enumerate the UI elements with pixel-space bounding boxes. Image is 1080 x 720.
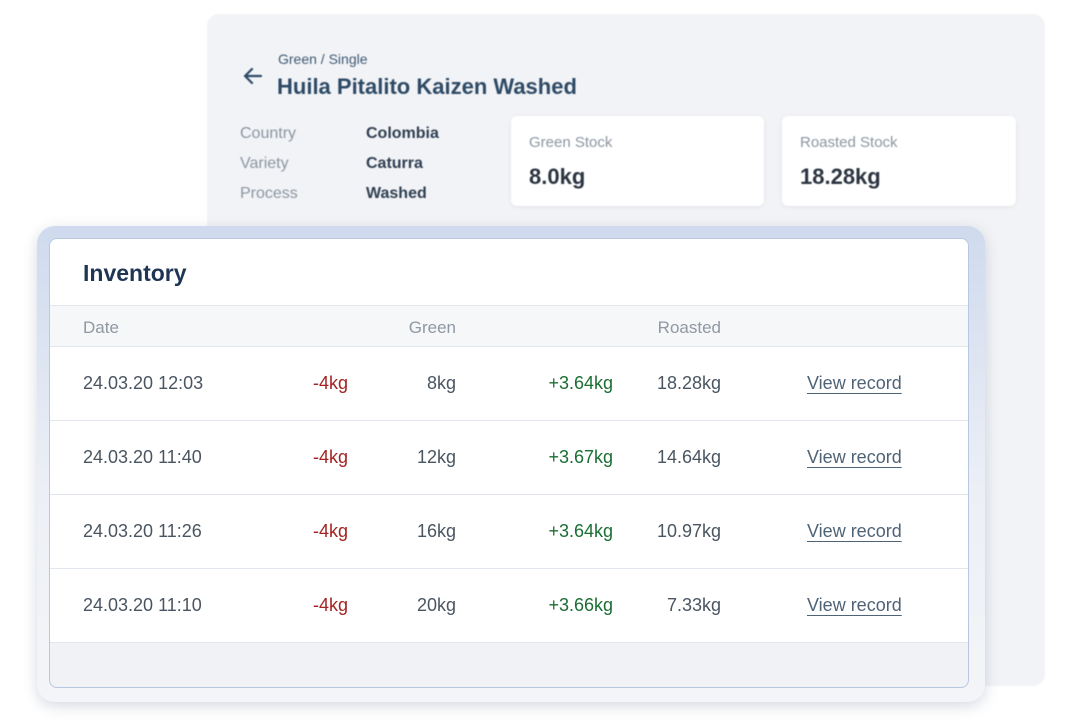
row-green-delta: -4kg: [312, 373, 348, 393]
inventory-card-frame: Inventory Date Green Roasted 24.03.20 12…: [37, 226, 985, 702]
column-date: Date: [83, 318, 119, 337]
row-roasted-delta: +3.66kg: [548, 595, 613, 615]
table-row: 24.03.20 12:03 -4kg 8kg +3.64kg 18.28kg …: [50, 347, 968, 421]
column-green: Green: [408, 318, 456, 337]
attribute-value: Washed: [366, 185, 427, 202]
table-row: 24.03.20 11:26 -4kg 16kg +3.64kg 10.97kg…: [50, 495, 968, 569]
green-stock-value: 8.0kg: [529, 164, 586, 189]
green-stock-card: Green Stock 8.0kg: [511, 116, 764, 206]
row-green-total: 16kg: [416, 521, 456, 541]
row-roasted-total: 18.28kg: [656, 373, 721, 393]
attribute-list: Country Colombia Variety Caturra Process…: [240, 119, 439, 209]
row-date: 24.03.20 12:03: [83, 373, 204, 393]
row-roasted-delta: +3.64kg: [548, 521, 613, 541]
view-record-link[interactable]: View record: [807, 595, 902, 615]
row-date: 24.03.20 11:40: [83, 447, 202, 467]
inventory-card: Inventory Date Green Roasted 24.03.20 12…: [49, 238, 969, 688]
view-record-link[interactable]: View record: [807, 521, 902, 541]
inventory-header: Inventory: [50, 239, 968, 306]
attribute-process: Process Washed: [240, 179, 439, 209]
row-green-total: 8kg: [426, 373, 456, 393]
row-date: 24.03.20 11:26: [83, 521, 202, 541]
row-roasted-delta: +3.67kg: [548, 447, 613, 467]
attribute-label: Variety: [240, 155, 289, 172]
row-green-total: 20kg: [416, 595, 456, 615]
attribute-value: Caturra: [366, 155, 423, 172]
table-row: 24.03.20 11:40 -4kg 12kg +3.67kg 14.64kg…: [50, 421, 968, 495]
attribute-variety: Variety Caturra: [240, 149, 439, 179]
roasted-stock-label: Roasted Stock: [800, 134, 898, 151]
arrow-left-icon[interactable]: [241, 64, 265, 88]
row-roasted-total: 14.64kg: [656, 447, 721, 467]
product-title: Huila Pitalito Kaizen Washed: [277, 74, 577, 99]
view-record-link[interactable]: View record: [807, 447, 902, 467]
row-roasted-total: 10.97kg: [656, 521, 721, 541]
green-stock-label: Green Stock: [529, 134, 613, 151]
breadcrumb: Green / Single: [278, 51, 368, 67]
inventory-title: Inventory: [83, 260, 187, 286]
row-roasted-delta: +3.64kg: [548, 373, 613, 393]
inventory-rows: 24.03.20 12:03 -4kg 8kg +3.64kg 18.28kg …: [50, 347, 968, 643]
table-header: Date Green Roasted: [50, 306, 968, 347]
attribute-label: Process: [240, 185, 298, 202]
attribute-value: Colombia: [366, 125, 439, 142]
row-green-total: 12kg: [416, 447, 456, 467]
row-green-delta: -4kg: [312, 447, 348, 467]
view-record-link[interactable]: View record: [807, 373, 902, 393]
row-date: 24.03.20 11:10: [83, 595, 202, 615]
column-roasted: Roasted: [657, 318, 721, 337]
roasted-stock-value: 18.28kg: [800, 164, 881, 189]
row-roasted-total: 7.33kg: [666, 595, 721, 615]
roasted-stock-card: Roasted Stock 18.28kg: [782, 116, 1016, 206]
row-green-delta: -4kg: [312, 521, 348, 541]
row-green-delta: -4kg: [312, 595, 348, 615]
attribute-label: Country: [240, 125, 297, 142]
table-row: 24.03.20 11:10 -4kg 20kg +3.66kg 7.33kg …: [50, 569, 968, 643]
attribute-country: Country Colombia: [240, 119, 439, 149]
